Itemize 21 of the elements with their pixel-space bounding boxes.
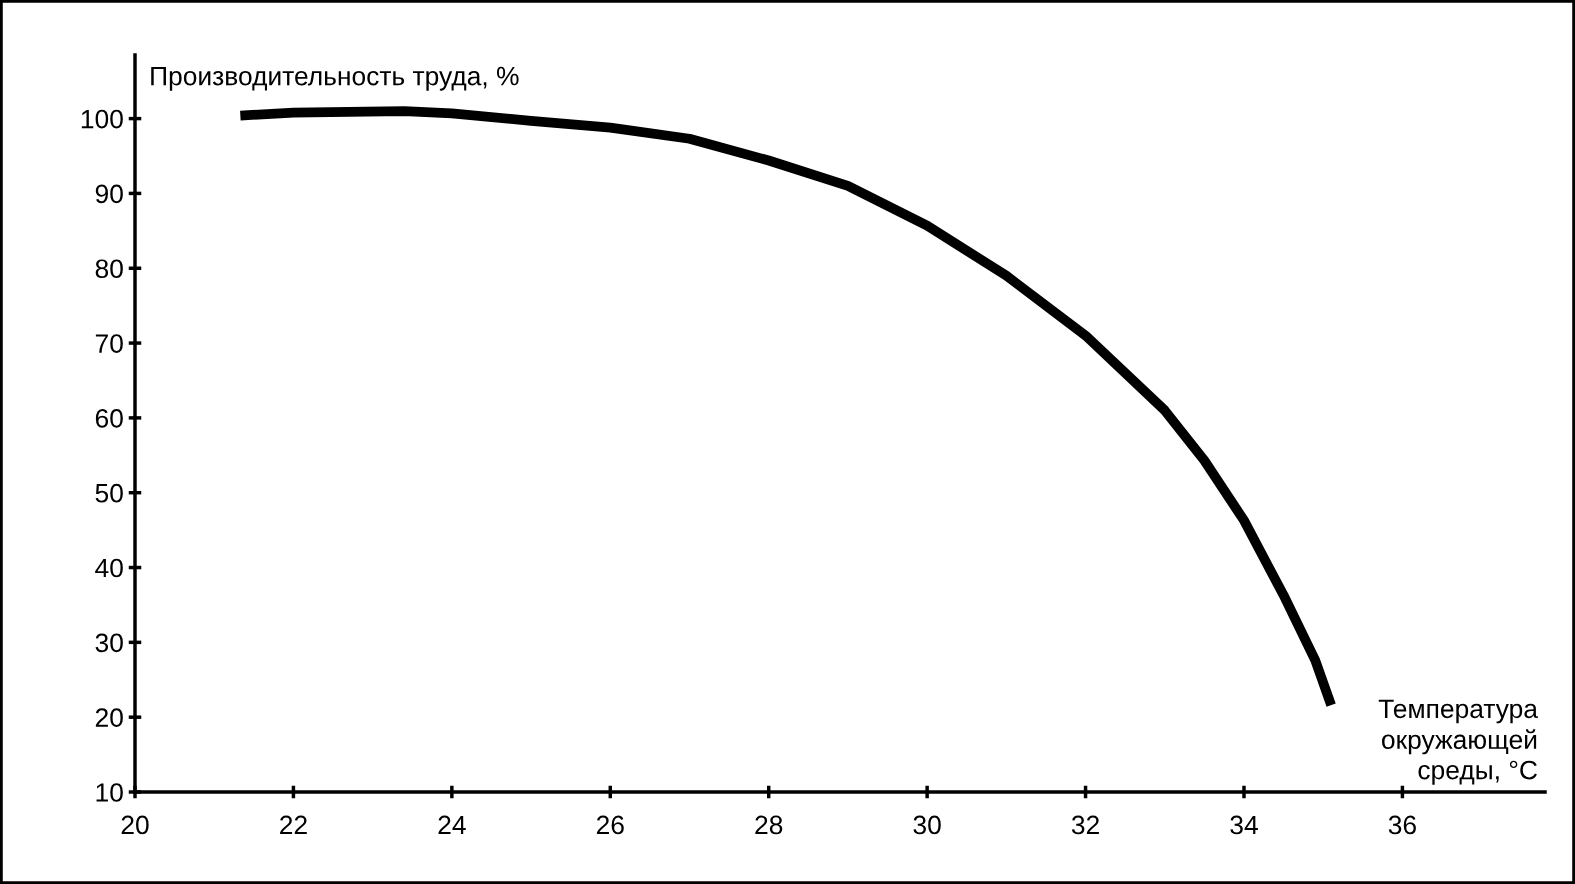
x-tick-label: 36 xyxy=(1388,815,1416,835)
y-tick-label: 90 xyxy=(95,184,123,204)
x-tick-label: 34 xyxy=(1230,815,1258,835)
y-tick-label: 50 xyxy=(95,483,123,503)
x-tick-label: 30 xyxy=(913,815,941,835)
y-tick-label: 70 xyxy=(95,334,123,353)
y-tick-label: 30 xyxy=(95,633,123,653)
y-axis-title: Производительность труда, % xyxy=(151,66,519,91)
y-tick-label: 100 xyxy=(81,109,123,129)
x-axis-title: Температура окружающей среды, °С xyxy=(1378,699,1538,785)
x-tick-label: 20 xyxy=(121,815,149,835)
y-tick-label: 40 xyxy=(95,558,123,578)
x-tick-label: 28 xyxy=(755,815,783,835)
x-tick-label: 24 xyxy=(438,815,466,835)
y-tick-label: 60 xyxy=(95,409,123,428)
x-tick-label: 22 xyxy=(280,815,307,835)
y-tick-label: 10 xyxy=(96,783,123,802)
y-tick-label: 20 xyxy=(95,708,123,727)
x-tick-label: 32 xyxy=(1071,815,1099,835)
x-tick-label: 26 xyxy=(596,815,624,835)
y-tick-label: 80 xyxy=(95,259,123,279)
